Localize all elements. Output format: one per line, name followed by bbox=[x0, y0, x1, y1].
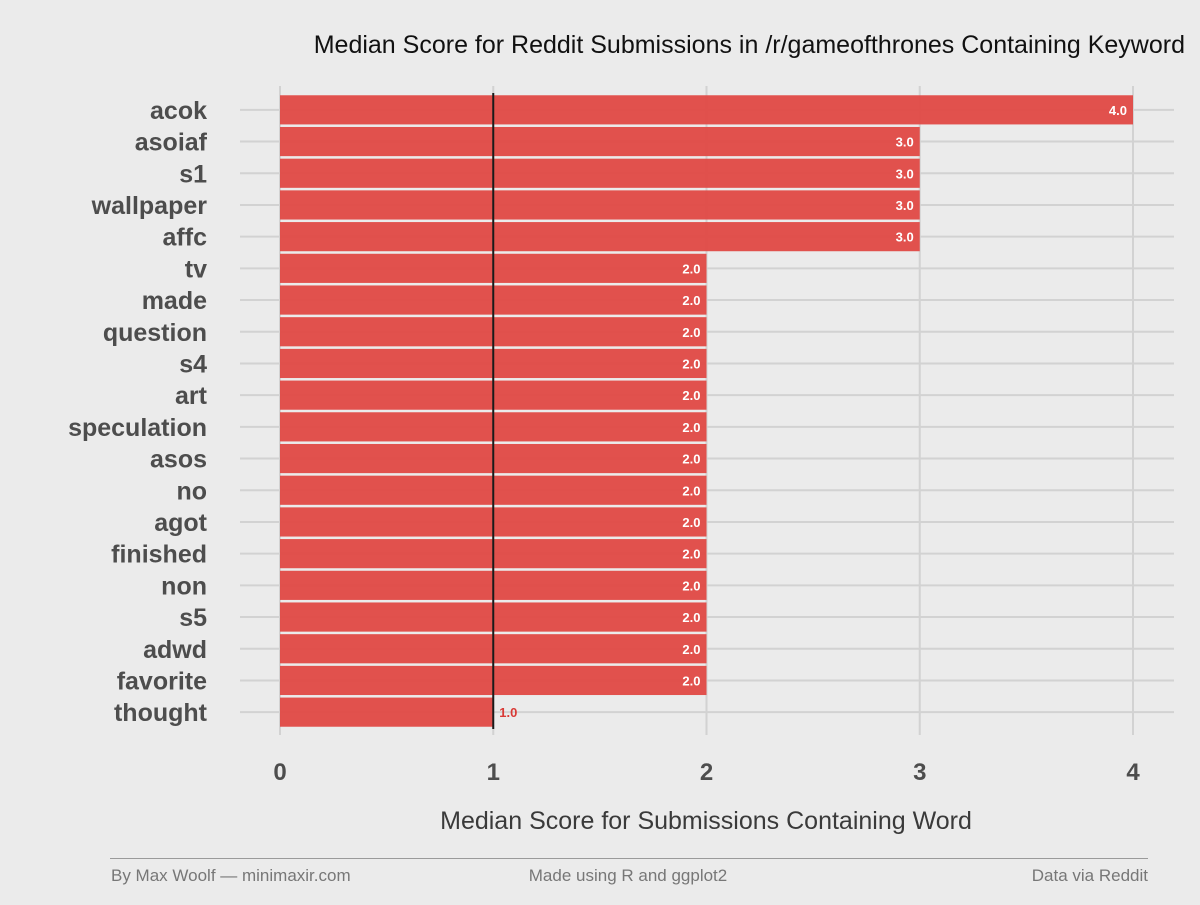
footer-tools: Made using R and ggplot2 bbox=[528, 866, 728, 885]
category-label-favorite: favorite bbox=[117, 667, 207, 695]
category-labels: acok asoiaf s1 wallpaper affc tv made question s… bbox=[68, 97, 208, 727]
bar-value-label-asos: 2.0 bbox=[682, 452, 700, 467]
bar-value-label-speculation: 2.0 bbox=[682, 420, 700, 435]
category-label-art: art bbox=[175, 382, 208, 410]
bar-value-label-finished: 2.0 bbox=[682, 547, 700, 562]
x-tick-label-0: 0 bbox=[273, 759, 286, 786]
category-label-finished: finished bbox=[111, 541, 207, 569]
footer-divider bbox=[110, 858, 1148, 859]
bar-value-label-agot: 2.0 bbox=[682, 515, 700, 530]
bar-value-label-thought: 1.0 bbox=[499, 705, 517, 720]
bar-value-label-s1: 3.0 bbox=[896, 166, 914, 181]
bar-thought bbox=[280, 697, 494, 727]
category-label-asoiaf: asoiaf bbox=[135, 129, 208, 157]
bar-wallpaper bbox=[280, 190, 920, 220]
category-label-s5: s5 bbox=[179, 604, 207, 632]
bar-value-label-art: 2.0 bbox=[682, 388, 700, 403]
category-label-question: question bbox=[103, 319, 207, 347]
bar-value-label-tv: 2.0 bbox=[682, 261, 700, 276]
category-label-affc: affc bbox=[163, 224, 208, 252]
bar-affc bbox=[280, 222, 920, 252]
footer-credit: By Max Woolf — minimaxir.com bbox=[111, 866, 351, 885]
x-axis-label: Median Score for Submissions Containing … bbox=[440, 807, 972, 835]
category-label-thought: thought bbox=[114, 699, 208, 727]
bar-value-label-s5: 2.0 bbox=[682, 610, 700, 625]
category-label-tv: tv bbox=[185, 255, 207, 283]
category-label-adwd: adwd bbox=[143, 636, 207, 664]
category-label-s1: s1 bbox=[179, 160, 207, 188]
bar-value-label-asoiaf: 3.0 bbox=[896, 135, 914, 150]
bar-value-label-non: 2.0 bbox=[682, 578, 700, 593]
category-label-s4: s4 bbox=[179, 350, 207, 378]
chart-title: Median Score for Reddit Submissions in /… bbox=[314, 31, 1185, 59]
bar-value-label-adwd: 2.0 bbox=[682, 642, 700, 657]
category-label-speculation: speculation bbox=[68, 414, 207, 442]
x-tick-label-2: 2 bbox=[700, 759, 713, 786]
x-tick-label-4: 4 bbox=[1126, 759, 1140, 786]
bar-s1 bbox=[280, 158, 920, 188]
bar-value-label-affc: 3.0 bbox=[896, 230, 914, 245]
bar-value-label-acok: 4.0 bbox=[1109, 103, 1127, 118]
bar-asoiaf bbox=[280, 126, 920, 157]
bar-value-label-question: 2.0 bbox=[682, 325, 700, 340]
category-label-no: no bbox=[176, 477, 207, 505]
x-tick-label-3: 3 bbox=[913, 759, 926, 786]
bar-value-label-wallpaper: 3.0 bbox=[896, 198, 914, 213]
category-label-acok: acok bbox=[150, 97, 207, 125]
category-label-non: non bbox=[161, 572, 207, 600]
x-axis-ticks: 0 1 2 3 4 bbox=[273, 759, 1140, 786]
bar-value-label-made: 2.0 bbox=[682, 293, 700, 308]
category-label-wallpaper: wallpaper bbox=[91, 192, 208, 220]
footer-source: Data via Reddit bbox=[1031, 866, 1148, 885]
category-label-asos: asos bbox=[150, 446, 207, 474]
category-label-agot: agot bbox=[154, 509, 207, 537]
bar-acok bbox=[280, 95, 1133, 125]
category-label-made: made bbox=[142, 287, 207, 315]
bar-value-label-no: 2.0 bbox=[682, 483, 700, 498]
x-tick-label-1: 1 bbox=[487, 759, 500, 786]
bar-value-label-s4: 2.0 bbox=[682, 356, 700, 371]
bar-value-label-favorite: 2.0 bbox=[682, 673, 700, 688]
